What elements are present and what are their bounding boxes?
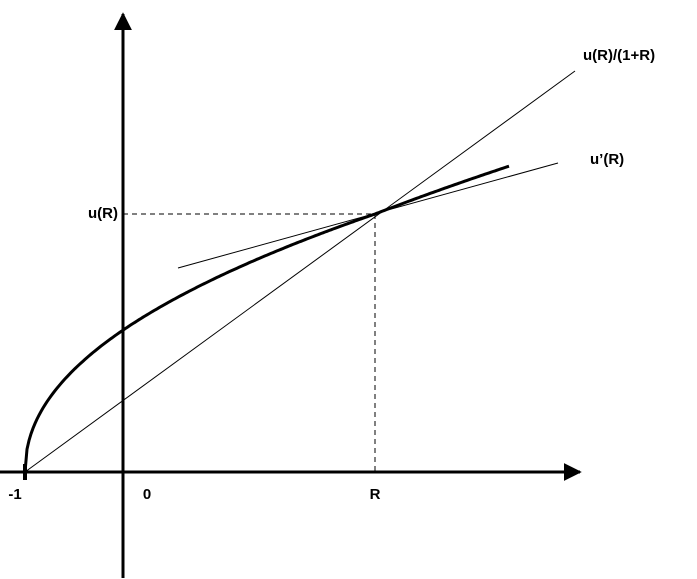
ray-line <box>24 70 576 473</box>
tangent-label: u’(R) <box>590 151 624 168</box>
y-point-label: u(R) <box>88 205 118 222</box>
x-minus-one-label: -1 <box>8 486 21 503</box>
utility-curve <box>23 164 510 473</box>
x-point-label: R <box>370 486 381 503</box>
x-zero-label: 0 <box>143 486 151 503</box>
ray-label: u(R)/(1+R) <box>583 47 655 64</box>
